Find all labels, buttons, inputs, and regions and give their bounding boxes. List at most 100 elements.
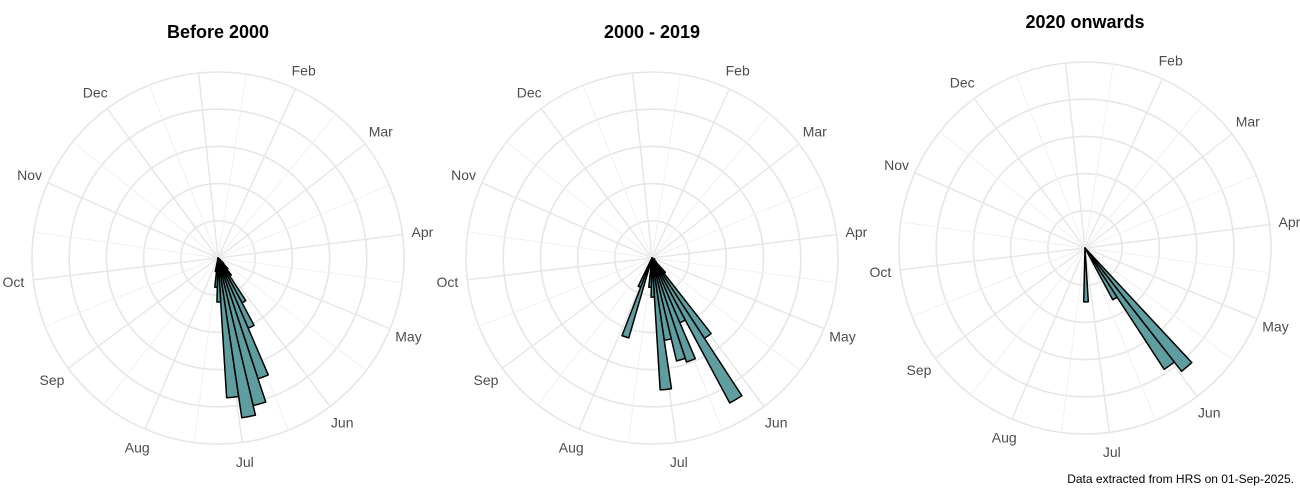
bar [214,257,219,273]
month-label-feb: Feb [726,63,750,79]
bar [637,257,653,288]
grid-spoke [651,143,800,259]
bar [217,257,257,419]
grid-spoke-minor [1084,247,1270,273]
grid-ring [68,108,368,408]
grid-spoke-minor [478,257,653,327]
grid-spoke-minor [1084,247,1234,361]
month-label-jul: Jul [236,454,254,470]
grid-spoke-minor [939,131,1086,249]
month-label-jun: Jun [765,414,788,430]
grid-spoke-minor [217,74,247,259]
grid-spoke [540,108,653,259]
month-label-nov: Nov [17,167,42,183]
grid-spoke-minor [217,113,337,259]
grid-ring [105,145,331,371]
grid-spoke-minor [217,257,403,283]
grid-spoke-minor [72,141,219,259]
month-label-dec: Dec [83,85,108,101]
month-label-jul: Jul [670,454,688,470]
grid-spoke [67,257,219,369]
bar [1082,247,1090,303]
panel-title: 2000 - 2019 [604,22,700,42]
grid-spoke-minor [217,184,390,259]
month-label-apr: Apr [1279,214,1300,230]
grid-spoke [197,72,219,259]
grid-spoke [1084,247,1258,320]
month-label-apr: Apr [412,224,434,240]
grid-spoke [217,143,366,259]
grid-spoke-minor [900,221,1086,249]
bar [651,257,697,363]
month-label-aug: Aug [125,440,150,456]
month-label-oct: Oct [437,274,459,290]
grid-spoke [217,88,297,259]
grid-spoke [47,182,219,259]
grid-ring [1009,172,1161,324]
grid-spoke [1084,223,1270,249]
month-label-may: May [395,328,421,344]
grid-spoke [144,257,219,430]
grid-spoke-minor [1015,75,1086,249]
grid-spoke-minor [33,231,219,259]
grid-spoke [106,108,219,259]
bars [1082,247,1193,373]
grid-ring [972,135,1198,361]
grid-spoke-minor [467,231,653,259]
month-label-jun: Jun [1198,404,1221,420]
bar [1084,247,1193,373]
month-label-dec: Dec [517,85,542,101]
grid-spoke-minor [537,257,653,406]
month-labels: Feb Mar Apr May Jun Jul Aug Sep Oct Nov Dec [3,63,434,471]
bar [651,257,743,404]
month-label-sep: Sep [907,362,932,378]
grid-spoke-minor [970,247,1086,396]
grid-spoke [481,182,653,259]
grid-ring [142,182,294,334]
bars [214,257,270,419]
grid-spoke [501,257,653,369]
grid-spoke [217,233,403,259]
grid-spoke [651,88,731,259]
grid-spoke [651,233,837,259]
grid-spoke [217,257,331,407]
month-label-feb: Feb [1159,53,1183,69]
polar-grid [31,71,405,445]
grid-ring [935,98,1235,398]
grid-spoke [1084,78,1164,249]
grid-spoke-minor [911,247,1086,317]
grid-spoke-minor [651,257,801,371]
bar [1084,247,1118,301]
grid-spoke-minor [1084,174,1257,249]
bar [651,257,673,391]
grid-ring [31,71,405,445]
panel-2020-onwards: 2020 onwards Feb Mar Apr May Jun Jul Aug Sep Oct… [870,12,1300,460]
month-label-nov: Nov [884,157,909,173]
grid-spoke [651,257,825,330]
grid-spoke [934,247,1086,359]
grid-spoke-minor [193,257,219,443]
month-label-nov: Nov [451,167,476,183]
grid-spoke-minor [651,257,837,283]
grid-spoke-minor [651,74,681,259]
month-label-jul: Jul [1103,444,1121,460]
month-label-apr: Apr [846,224,868,240]
month-label-sep: Sep [474,372,499,388]
panel-title: Before 2000 [167,22,269,42]
polar-grid [898,61,1272,435]
month-label-mar: Mar [1236,114,1260,130]
grid-spoke-minor [582,85,653,259]
bar [217,257,240,399]
month-label-may: May [829,328,855,344]
month-label-oct: Oct [870,264,892,280]
grid-ring [539,145,765,371]
panel-before-2000: Before 2000 Feb Mar Apr May Jun Jul Aug Sep Oct N… [3,22,434,470]
month-label-oct: Oct [3,274,25,290]
grid-spoke [973,98,1086,249]
month-label-mar: Mar [369,124,393,140]
grid-spoke-minor [651,113,771,259]
bar [651,257,686,362]
month-label-mar: Mar [803,124,827,140]
grid-spoke [1064,62,1086,249]
